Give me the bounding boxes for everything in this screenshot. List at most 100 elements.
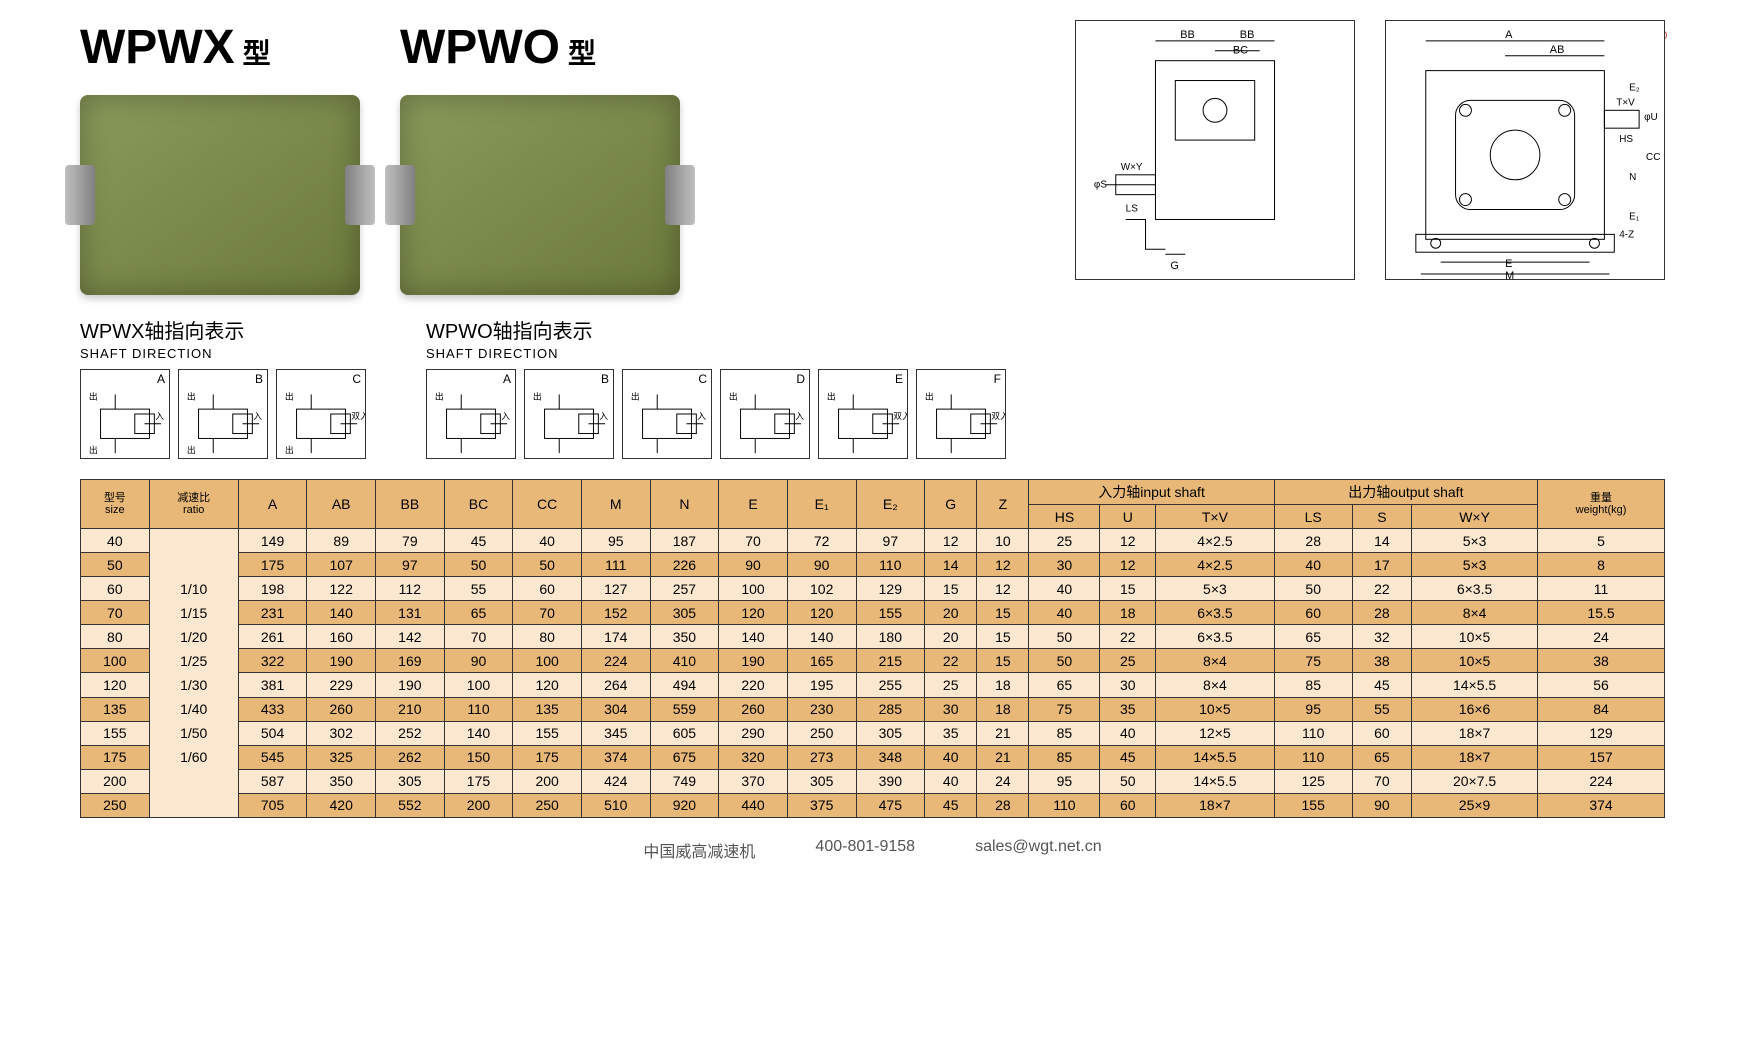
cell-size: 250 xyxy=(81,793,150,817)
table-header: A xyxy=(238,480,307,529)
table-cell: 45 xyxy=(1352,673,1411,697)
table-cell: 40 xyxy=(1029,601,1100,625)
table-cell: 370 xyxy=(719,769,788,793)
table-cell: 433 xyxy=(238,697,307,721)
table-cell: 20 xyxy=(925,625,977,649)
table-cell: 56 xyxy=(1538,673,1665,697)
table-row: 501751079750501112269090110141230124×2.5… xyxy=(81,553,1665,577)
table-cell: 504 xyxy=(238,721,307,745)
table-cell: 325 xyxy=(307,745,376,769)
table-cell: 15 xyxy=(977,625,1029,649)
table-subheader: U xyxy=(1100,505,1156,529)
table-cell: 559 xyxy=(650,697,719,721)
cell-size: 80 xyxy=(81,625,150,649)
table-cell: 95 xyxy=(1029,769,1100,793)
table-cell: 320 xyxy=(719,745,788,769)
table-cell: 107 xyxy=(307,553,376,577)
svg-text:AB: AB xyxy=(1550,44,1565,56)
table-cell: 125 xyxy=(1274,769,1352,793)
table-cell: 410 xyxy=(650,649,719,673)
svg-text:出: 出 xyxy=(631,390,640,401)
table-cell: 120 xyxy=(513,673,582,697)
svg-text:双入: 双入 xyxy=(351,411,365,421)
table-cell: 79 xyxy=(376,529,445,553)
table-row: 1755453252621501753746753202733484021854… xyxy=(81,745,1665,769)
cell-size: 50 xyxy=(81,553,150,577)
table-cell: 273 xyxy=(787,745,856,769)
table-cell: 140 xyxy=(307,601,376,625)
table-cell: 231 xyxy=(238,601,307,625)
table-cell: 21 xyxy=(977,721,1029,745)
table-cell: 120 xyxy=(719,601,788,625)
table-cell: 375 xyxy=(787,793,856,817)
table-cell: 40 xyxy=(1029,577,1100,601)
table-cell: 35 xyxy=(925,721,977,745)
table-cell: 169 xyxy=(376,649,445,673)
table-cell: 75 xyxy=(1274,649,1352,673)
table-cell: 749 xyxy=(650,769,719,793)
header-section: WPWX 型 WPWO 型 xyxy=(80,20,1665,295)
table-cell: 260 xyxy=(307,697,376,721)
table-cell: 187 xyxy=(650,529,719,553)
shaft-direction-icon: F 出 双入 xyxy=(916,369,1006,459)
shaft-direction-icon: B 出 入 xyxy=(524,369,614,459)
svg-text:BC: BC xyxy=(1233,45,1248,57)
table-cell: 85 xyxy=(1029,721,1100,745)
svg-text:CC: CC xyxy=(1646,152,1660,163)
table-cell: 150 xyxy=(444,745,513,769)
table-cell: 95 xyxy=(581,529,650,553)
table-cell: 40 xyxy=(513,529,582,553)
table-cell: 140 xyxy=(787,625,856,649)
table-cell: 5×3 xyxy=(1412,553,1538,577)
table-cell: 262 xyxy=(376,745,445,769)
table-cell: 129 xyxy=(856,577,925,601)
table-cell: 305 xyxy=(376,769,445,793)
table-header: 重量weight(kg) xyxy=(1538,480,1665,529)
table-cell: 6×3.5 xyxy=(1412,577,1538,601)
table-cell: 30 xyxy=(925,697,977,721)
table-cell: 84 xyxy=(1538,697,1665,721)
cell-size: 60 xyxy=(81,577,150,601)
shaft-group-wpwo: WPWO轴指向表示 SHAFT DIRECTION A 出 入 B xyxy=(426,315,1006,459)
table-cell: 16×6 xyxy=(1412,697,1538,721)
table-cell: 175 xyxy=(513,745,582,769)
table-cell: 374 xyxy=(1538,793,1665,817)
table-cell: 120 xyxy=(787,601,856,625)
table-cell: 250 xyxy=(787,721,856,745)
footer-email: sales@wgt.net.cn xyxy=(975,838,1102,862)
table-cell: 40 xyxy=(925,769,977,793)
table-cell: 180 xyxy=(856,625,925,649)
table-row: 1555043022521401553456052902503053521854… xyxy=(81,721,1665,745)
table-cell: 305 xyxy=(856,721,925,745)
table-cell: 21 xyxy=(977,745,1029,769)
table-cell: 149 xyxy=(238,529,307,553)
svg-text:出: 出 xyxy=(533,390,542,401)
table-cell: 14 xyxy=(925,553,977,577)
product-image-wpwx xyxy=(80,95,360,295)
shaft-direction-icon: D 出 入 xyxy=(720,369,810,459)
table-cell: 90 xyxy=(787,553,856,577)
svg-text:N: N xyxy=(1629,172,1636,183)
table-cell: 10×5 xyxy=(1412,625,1538,649)
table-cell: 50 xyxy=(1029,625,1100,649)
table-cell: 348 xyxy=(856,745,925,769)
table-cell: 110 xyxy=(444,697,513,721)
table-cell: 25×9 xyxy=(1412,793,1538,817)
table-cell: 110 xyxy=(1029,793,1100,817)
svg-text:双入: 双入 xyxy=(991,411,1005,421)
table-cell: 40 xyxy=(925,745,977,769)
table-cell: 12 xyxy=(977,553,1029,577)
page-footer: 中国威高减速机 400-801-9158 sales@wgt.net.cn xyxy=(80,838,1665,862)
table-cell: 102 xyxy=(787,577,856,601)
table-cell: 200 xyxy=(513,769,582,793)
table-cell: 605 xyxy=(650,721,719,745)
table-row: 1203812291901001202644942201952552518653… xyxy=(81,673,1665,697)
table-cell: 705 xyxy=(238,793,307,817)
table-cell: 10×5 xyxy=(1156,697,1275,721)
cell-size: 135 xyxy=(81,697,150,721)
table-cell: 50 xyxy=(444,553,513,577)
model-title-wpwo: WPWO 型 xyxy=(400,20,680,75)
table-cell: 510 xyxy=(581,793,650,817)
table-cell: 305 xyxy=(650,601,719,625)
table-row: 601981221125560127257100102129151240155×… xyxy=(81,577,1665,601)
